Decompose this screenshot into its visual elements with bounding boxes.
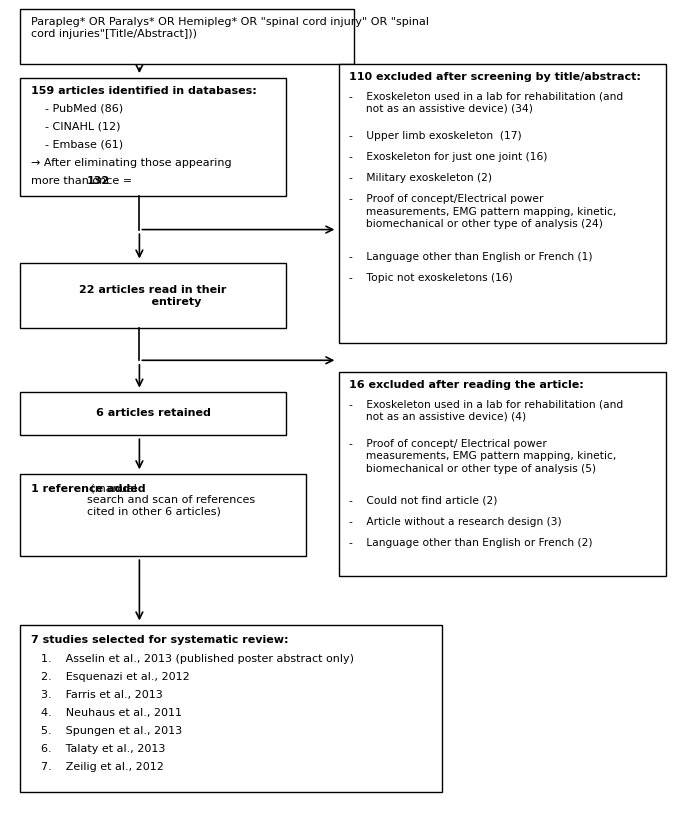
- Text: 110 excluded after screening by title/abstract:: 110 excluded after screening by title/ab…: [349, 72, 641, 82]
- Text: 6 articles retained: 6 articles retained: [96, 408, 210, 418]
- Text: -    Proof of concept/Electrical power
     measurements, EMG pattern mapping, k: - Proof of concept/Electrical power meas…: [349, 194, 616, 230]
- Text: 132: 132: [86, 176, 109, 185]
- Text: Parapleg* OR Paralys* OR Hemipleg* OR "spinal cord injury" OR "spinal
cord injur: Parapleg* OR Paralys* OR Hemipleg* OR "s…: [31, 17, 428, 38]
- Text: 3.    Farris et al., 2013: 3. Farris et al., 2013: [41, 690, 163, 700]
- Text: more than once =: more than once =: [31, 176, 135, 185]
- Text: - PubMed (86): - PubMed (86): [31, 104, 122, 114]
- Bar: [20, 392, 286, 435]
- Bar: [20, 78, 286, 196]
- Text: → After eliminating those appearing: → After eliminating those appearing: [31, 158, 231, 167]
- Text: 2.    Esquenazi et al., 2012: 2. Esquenazi et al., 2012: [41, 672, 190, 682]
- Bar: [20, 625, 442, 792]
- Text: 6.    Talaty et al., 2013: 6. Talaty et al., 2013: [41, 744, 165, 754]
- Text: (manual
search and scan of references
cited in other 6 articles): (manual search and scan of references ci…: [86, 484, 255, 517]
- Text: -    Topic not exoskeletons (16): - Topic not exoskeletons (16): [349, 273, 513, 283]
- Text: 22 articles read in their
            entirety: 22 articles read in their entirety: [80, 285, 226, 306]
- Text: -    Military exoskeleton (2): - Military exoskeleton (2): [349, 173, 492, 183]
- Text: 7 studies selected for systematic review:: 7 studies selected for systematic review…: [31, 635, 288, 645]
- Text: 4.    Neuhaus et al., 2011: 4. Neuhaus et al., 2011: [41, 708, 182, 718]
- Text: -    Proof of concept/ Electrical power
     measurements, EMG pattern mapping, : - Proof of concept/ Electrical power mea…: [349, 439, 616, 474]
- Bar: [339, 372, 666, 576]
- Text: 5.    Spungen et al., 2013: 5. Spungen et al., 2013: [41, 726, 182, 736]
- Text: -    Article without a research design (3): - Article without a research design (3): [349, 517, 562, 527]
- Text: -    Language other than English or French (1): - Language other than English or French …: [349, 252, 592, 261]
- Text: -    Upper limb exoskeleton  (17): - Upper limb exoskeleton (17): [349, 131, 522, 141]
- Text: 7.    Zeilig et al., 2012: 7. Zeilig et al., 2012: [41, 762, 164, 772]
- Text: - CINAHL (12): - CINAHL (12): [31, 122, 120, 132]
- Text: -    Could not find article (2): - Could not find article (2): [349, 496, 497, 506]
- Text: -    Exoskeleton used in a lab for rehabilitation (and
     not as an assistive : - Exoskeleton used in a lab for rehabili…: [349, 400, 623, 422]
- Text: 1.    Asselin et al., 2013 (published poster abstract only): 1. Asselin et al., 2013 (published poste…: [41, 654, 354, 664]
- Bar: [339, 64, 666, 343]
- Bar: [20, 9, 354, 64]
- Bar: [20, 474, 306, 556]
- Text: 159 articles identified in databases:: 159 articles identified in databases:: [31, 86, 256, 96]
- Text: -    Language other than English or French (2): - Language other than English or French …: [349, 538, 592, 548]
- Text: -    Exoskeleton used in a lab for rehabilitation (and
     not as an assistive : - Exoskeleton used in a lab for rehabili…: [349, 92, 623, 114]
- Text: 16 excluded after reading the article:: 16 excluded after reading the article:: [349, 380, 583, 390]
- Text: - Embase (61): - Embase (61): [31, 140, 122, 150]
- Bar: [20, 263, 286, 328]
- Text: -    Exoskeleton for just one joint (16): - Exoskeleton for just one joint (16): [349, 152, 547, 162]
- Text: 1 reference added: 1 reference added: [31, 484, 146, 493]
